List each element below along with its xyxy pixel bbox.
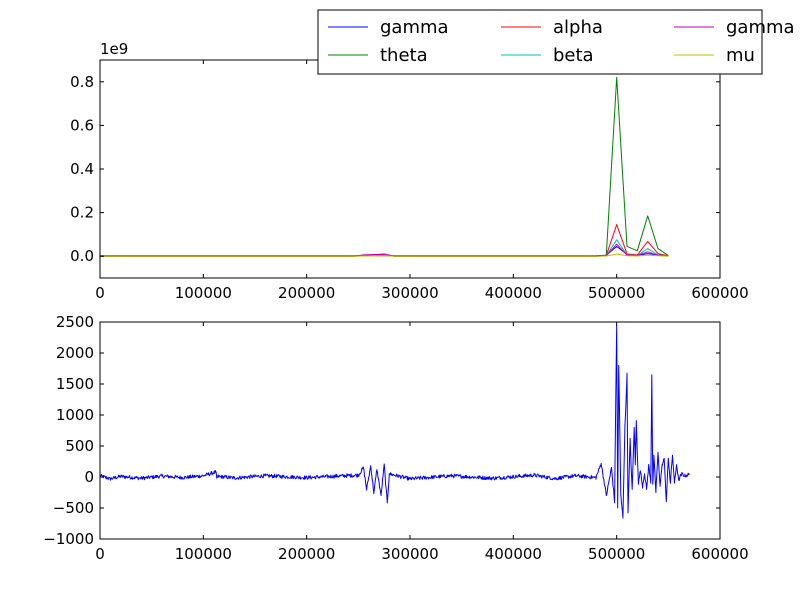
legend-entry-label: mu <box>726 45 755 66</box>
legend-entry-label: gamma <box>726 17 795 38</box>
y-tick-label: 1500 <box>56 375 94 393</box>
x-tick-label: 500000 <box>588 545 645 563</box>
y-tick-label: 500 <box>65 437 94 455</box>
bottom-subplot: 0 100000 200000 300000 400000 500000 600000 −10… <box>43 313 748 563</box>
series-line-mu-5 <box>100 253 669 257</box>
x-tick-label: 0 <box>95 545 105 563</box>
y-tick-label: −500 <box>53 499 94 517</box>
x-tick-label: 300000 <box>381 284 438 302</box>
x-tick-label: 100000 <box>175 284 232 302</box>
legend: gamma theta alpha beta gamma mu <box>317 9 795 75</box>
y-tick-label: 0.4 <box>70 160 94 178</box>
x-tick-label: 100000 <box>175 545 232 563</box>
y-tick-label: 2000 <box>56 344 94 362</box>
legend-entry-label: beta <box>553 45 594 66</box>
series-line-signal-0 <box>100 324 690 519</box>
x-tick-label: 200000 <box>278 545 335 563</box>
y-tick-label: 0.6 <box>70 116 94 134</box>
y-tick-label: 0.8 <box>70 73 94 91</box>
y-tick-label: 2500 <box>56 313 94 331</box>
x-tick-label: 500000 <box>588 284 645 302</box>
x-tick-label: 600000 <box>691 545 748 563</box>
y-tick-label: 1000 <box>56 406 94 424</box>
x-tick-label: 600000 <box>691 284 748 302</box>
x-tick-label: 200000 <box>278 284 335 302</box>
x-tick-label: 0 <box>95 284 105 302</box>
x-tick-label: 400000 <box>485 284 542 302</box>
y-offset-label: 1e9 <box>100 40 128 58</box>
legend-entry-label: gamma <box>380 17 449 38</box>
legend-entry-label: theta <box>380 45 428 66</box>
y-tick-label: 0.2 <box>70 204 94 222</box>
plot-area <box>100 324 690 519</box>
x-tick-label: 400000 <box>485 545 542 563</box>
y-tick-label: 0 <box>84 468 94 486</box>
y-tick-label: 0.0 <box>70 247 94 265</box>
top-subplot: 0 100000 200000 300000 400000 500000 600000 0.0… <box>70 40 748 302</box>
legend-entry-label: alpha <box>553 17 603 38</box>
x-tick-label: 300000 <box>381 545 438 563</box>
legend-box <box>317 9 763 75</box>
plot-area <box>100 76 669 257</box>
y-tick-label: −1000 <box>43 530 94 548</box>
